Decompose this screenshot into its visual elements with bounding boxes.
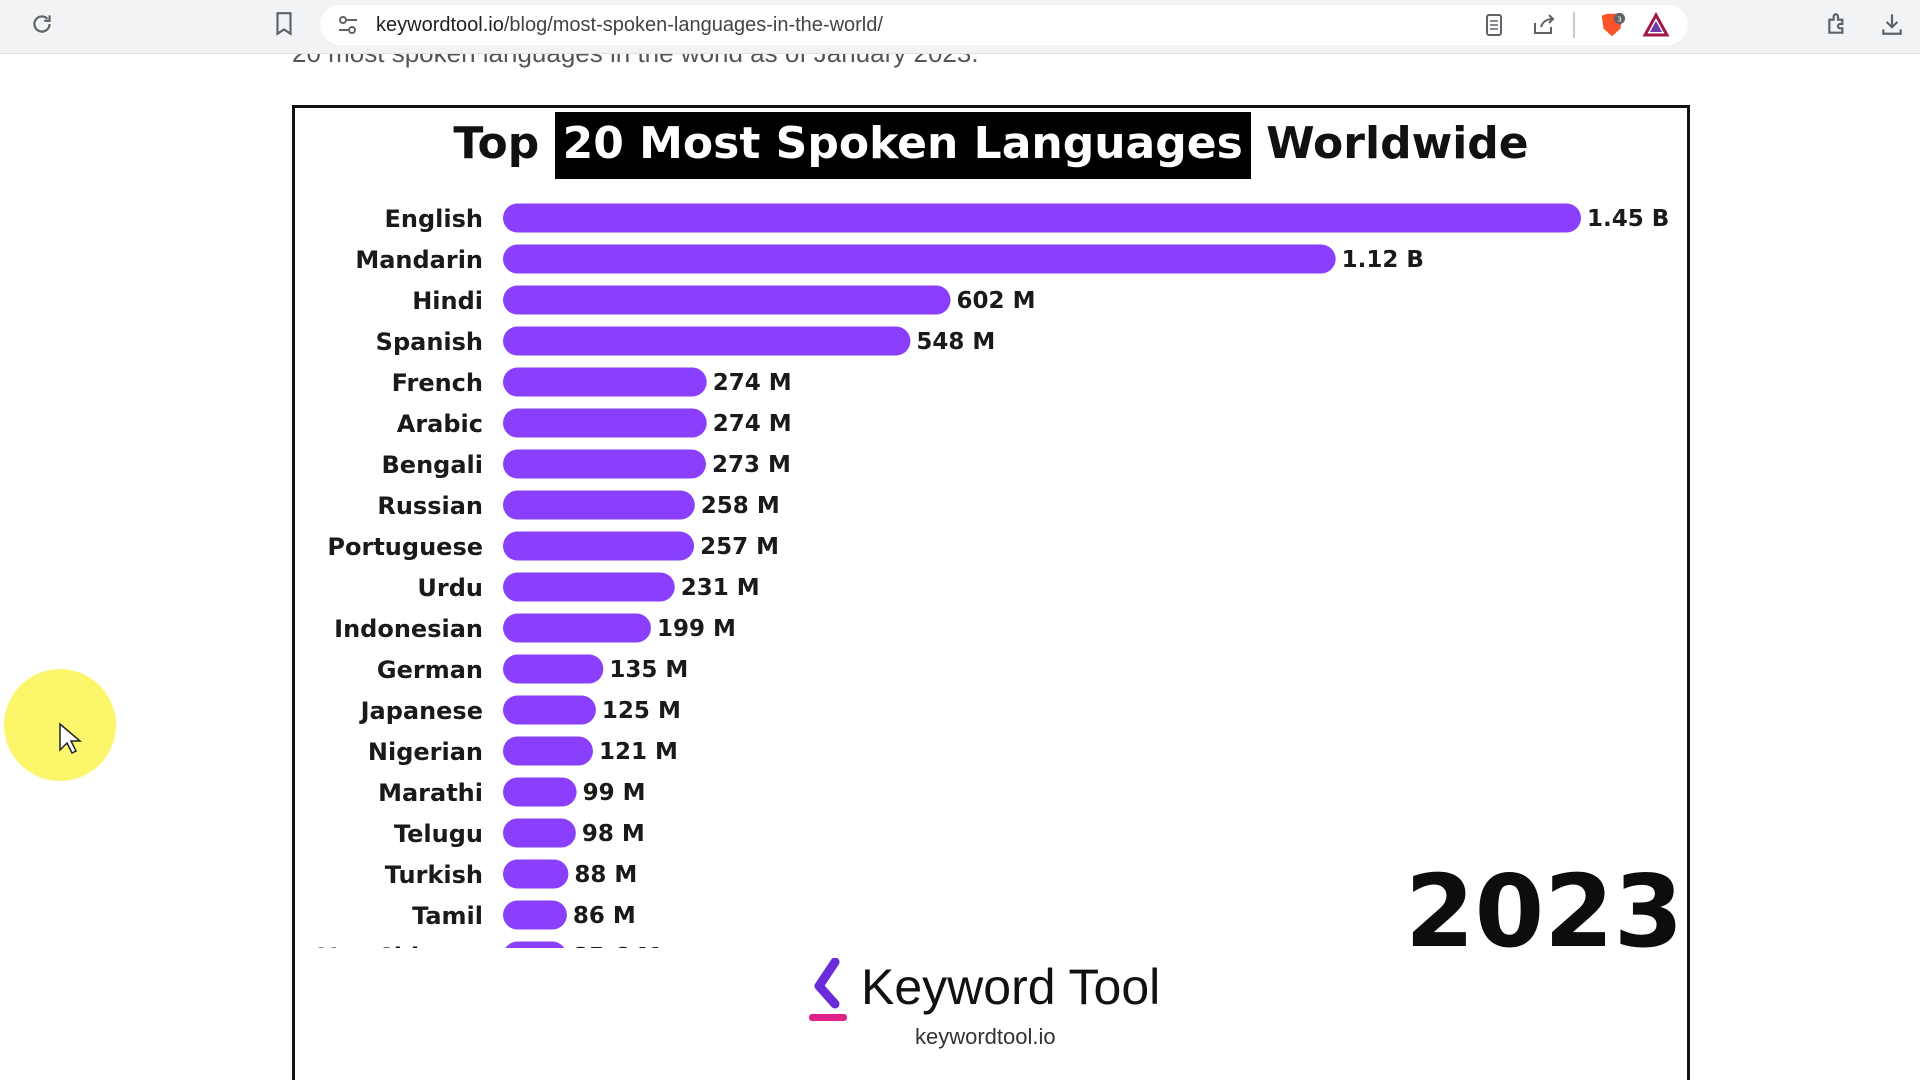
category-label: Spanish xyxy=(376,328,483,356)
value-label: 1.45 B xyxy=(1587,206,1669,232)
value-label: 86 M xyxy=(573,903,636,929)
reload-icon[interactable] xyxy=(28,10,56,38)
puzzle-glyph xyxy=(1828,13,1844,34)
download-glyph xyxy=(1882,14,1902,35)
category-label: Turkish xyxy=(385,861,483,889)
intro-text: 20 most spoken languages in the world as… xyxy=(292,54,979,69)
category-label: Mandarin xyxy=(355,246,483,274)
url-host: keywordtool.io xyxy=(376,14,504,36)
bar xyxy=(505,941,565,948)
address-bar[interactable]: keywordtool.io/blog/most-spoken-language… xyxy=(320,5,1688,45)
value-label: 88 M xyxy=(574,862,637,888)
bar xyxy=(503,244,1336,274)
tune-glyph xyxy=(339,16,357,34)
value-label: 99 M xyxy=(583,780,646,806)
site-settings-icon[interactable] xyxy=(334,11,362,39)
bar xyxy=(503,654,604,684)
category-label: Russian xyxy=(377,492,483,520)
bar xyxy=(503,859,569,889)
value-label: 548 M xyxy=(916,329,995,355)
chart-figure: Top 20 Most Spoken Languages Worldwide E… xyxy=(292,105,1690,1080)
category-label: Urdu xyxy=(417,574,483,602)
share-icon[interactable] xyxy=(1530,11,1558,39)
url-path: /blog/most-spoken-languages-in-the-world… xyxy=(503,14,883,36)
downloads-icon[interactable] xyxy=(1878,10,1906,38)
category-label: Arabic xyxy=(397,410,483,438)
bookmark-icon[interactable] xyxy=(270,10,298,38)
brand-logo: Keyword Tool keywordtool.io xyxy=(807,958,1227,1068)
bar xyxy=(503,531,695,561)
category-label: Telugu xyxy=(394,820,483,848)
value-label: 135 M xyxy=(609,657,688,683)
toolbar-divider xyxy=(1573,12,1575,38)
value-label: 274 M xyxy=(713,411,792,437)
value-label: 274 M xyxy=(713,370,792,396)
value-label: 98 M xyxy=(582,821,645,847)
bar xyxy=(503,203,1581,233)
category-label: Marathi xyxy=(378,779,483,807)
bar xyxy=(503,736,593,766)
value-label: 257 M xyxy=(700,534,779,560)
cursor-arrow-glyph xyxy=(59,722,83,755)
browser-toolbar: keywordtool.io/blog/most-spoken-language… xyxy=(0,0,1920,54)
value-label: 602 M xyxy=(957,288,1036,314)
bar-chart: English 1.45 B Mandarin 1.12 B Hindi 602 M Spa… xyxy=(318,203,1669,948)
chart-title: Top 20 Most Spoken Languages Worldwide xyxy=(295,112,1687,179)
category-label: Portuguese xyxy=(327,533,483,561)
bar xyxy=(503,818,576,848)
category-label: German xyxy=(377,656,483,684)
category-label: Yue Chinese xyxy=(318,943,483,948)
reload-glyph xyxy=(33,15,51,33)
shield-glyph: 3 xyxy=(1601,12,1626,37)
chart-title-suffix: Worldwide xyxy=(1266,118,1529,169)
value-label: 85.6 M xyxy=(573,944,661,948)
value-label: 258 M xyxy=(701,493,780,519)
chart-title-prefix: Top xyxy=(453,118,540,169)
reader-mode-icon[interactable] xyxy=(1480,11,1508,39)
value-label: 121 M xyxy=(599,739,678,765)
page-content: 20 most spoken languages in the world as… xyxy=(0,54,1920,1080)
bookmark-glyph xyxy=(276,12,292,36)
keyword-tool-logo-icon xyxy=(809,958,847,1021)
value-label: 199 M xyxy=(657,616,736,642)
reader-glyph xyxy=(1486,14,1502,36)
bar xyxy=(503,449,706,479)
category-label: Tamil xyxy=(412,902,483,930)
extension-badge: 3 xyxy=(1617,14,1622,23)
mouse-cursor-icon xyxy=(58,722,83,760)
category-label: Hindi xyxy=(412,287,483,315)
bar xyxy=(503,777,577,807)
bar xyxy=(503,326,911,356)
brand-url: keywordtool.io xyxy=(915,1024,1056,1049)
category-label: Bengali xyxy=(382,451,483,479)
brave-shields-icon[interactable]: 3 xyxy=(1598,11,1626,39)
extensions-icon[interactable] xyxy=(1824,10,1852,38)
bar xyxy=(503,900,567,930)
bar xyxy=(503,613,651,643)
value-label: 125 M xyxy=(602,698,681,724)
brave-rewards-icon[interactable] xyxy=(1642,11,1670,39)
category-label: French xyxy=(392,369,483,397)
bar xyxy=(503,408,707,438)
value-label: 1.12 B xyxy=(1342,247,1424,273)
chart-title-highlight: 20 Most Spoken Languages xyxy=(554,112,1251,179)
url-text[interactable]: keywordtool.io/blog/most-spoken-language… xyxy=(376,5,883,45)
bar xyxy=(503,572,675,602)
category-label: Indonesian xyxy=(334,615,483,643)
category-label: Japanese xyxy=(359,697,483,725)
category-label: Nigerian xyxy=(368,738,483,766)
brand-name: Keyword Tool xyxy=(861,959,1161,1015)
bar xyxy=(503,490,695,520)
bar xyxy=(503,367,707,397)
bar xyxy=(503,285,951,315)
year-label: 2023 xyxy=(1405,853,1684,970)
triangle-glyph xyxy=(1642,12,1670,37)
bar xyxy=(503,695,596,725)
value-label: 273 M xyxy=(712,452,791,478)
value-label: 231 M xyxy=(681,575,760,601)
share-glyph xyxy=(1534,14,1555,34)
category-label: English xyxy=(385,205,483,233)
